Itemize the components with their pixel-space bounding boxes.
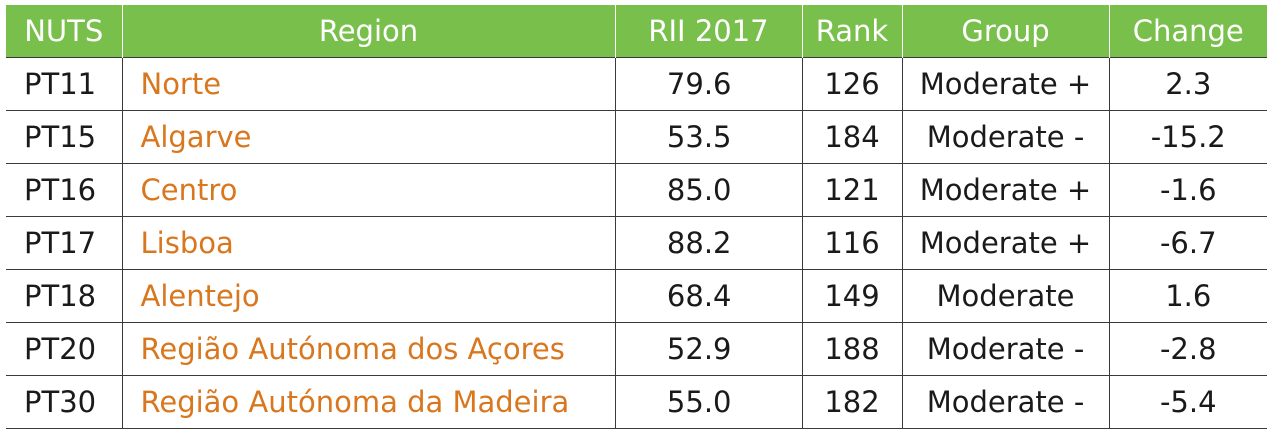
header-row: NUTS Region RII 2017 Rank Group Change bbox=[6, 5, 1267, 58]
cell-nuts: PT20 bbox=[6, 322, 123, 376]
cell-rank: 126 bbox=[802, 57, 903, 111]
cell-change: -15.2 bbox=[1109, 110, 1267, 164]
cell-region: Região Autónoma da Madeira bbox=[122, 375, 616, 429]
regional-innovation-table: NUTS Region RII 2017 Rank Group Change P… bbox=[6, 5, 1267, 429]
cell-change: 1.6 bbox=[1109, 269, 1267, 323]
cell-rii: 52.9 bbox=[615, 322, 803, 376]
cell-group: Moderate + bbox=[902, 57, 1110, 111]
cell-region: Centro bbox=[122, 163, 616, 217]
cell-group: Moderate + bbox=[902, 216, 1110, 270]
cell-rii: 79.6 bbox=[615, 57, 803, 111]
table-row: PT20 Região Autónoma dos Açores 52.9 188… bbox=[6, 322, 1267, 376]
table-row: PT15 Algarve 53.5 184 Moderate - -15.2 bbox=[6, 110, 1267, 164]
cell-rank: 116 bbox=[802, 216, 903, 270]
table-row: PT16 Centro 85.0 121 Moderate + -1.6 bbox=[6, 163, 1267, 217]
cell-group: Moderate + bbox=[902, 163, 1110, 217]
cell-group: Moderate - bbox=[902, 110, 1110, 164]
table-row: PT30 Região Autónoma da Madeira 55.0 182… bbox=[6, 375, 1267, 429]
cell-nuts: PT11 bbox=[6, 57, 123, 111]
cell-change: -1.6 bbox=[1109, 163, 1267, 217]
cell-nuts: PT18 bbox=[6, 269, 123, 323]
header-rii-2017: RII 2017 bbox=[615, 5, 803, 58]
cell-group: Moderate - bbox=[902, 375, 1110, 429]
cell-rii: 68.4 bbox=[615, 269, 803, 323]
header-change: Change bbox=[1109, 5, 1267, 58]
cell-change: -6.7 bbox=[1109, 216, 1267, 270]
cell-change: -5.4 bbox=[1109, 375, 1267, 429]
cell-group: Moderate - bbox=[902, 322, 1110, 376]
table-row: PT17 Lisboa 88.2 116 Moderate + -6.7 bbox=[6, 216, 1267, 270]
table-header: NUTS Region RII 2017 Rank Group Change bbox=[6, 5, 1267, 58]
cell-rank: 182 bbox=[802, 375, 903, 429]
table-row: PT18 Alentejo 68.4 149 Moderate 1.6 bbox=[6, 269, 1267, 323]
header-group: Group bbox=[902, 5, 1110, 58]
cell-group: Moderate bbox=[902, 269, 1110, 323]
cell-nuts: PT16 bbox=[6, 163, 123, 217]
table-body: PT11 Norte 79.6 126 Moderate + 2.3 PT15 … bbox=[6, 57, 1267, 429]
cell-region: Norte bbox=[122, 57, 616, 111]
cell-region: Algarve bbox=[122, 110, 616, 164]
header-rank: Rank bbox=[802, 5, 903, 58]
cell-rii: 85.0 bbox=[615, 163, 803, 217]
cell-region: Lisboa bbox=[122, 216, 616, 270]
cell-rank: 188 bbox=[802, 322, 903, 376]
cell-nuts: PT15 bbox=[6, 110, 123, 164]
cell-rank: 121 bbox=[802, 163, 903, 217]
cell-rii: 88.2 bbox=[615, 216, 803, 270]
cell-rii: 55.0 bbox=[615, 375, 803, 429]
header-region: Region bbox=[122, 5, 616, 58]
cell-rii: 53.5 bbox=[615, 110, 803, 164]
cell-region: Alentejo bbox=[122, 269, 616, 323]
table-row: PT11 Norte 79.6 126 Moderate + 2.3 bbox=[6, 57, 1267, 111]
header-nuts: NUTS bbox=[6, 5, 123, 58]
cell-region: Região Autónoma dos Açores bbox=[122, 322, 616, 376]
cell-change: -2.8 bbox=[1109, 322, 1267, 376]
cell-nuts: PT17 bbox=[6, 216, 123, 270]
cell-rank: 184 bbox=[802, 110, 903, 164]
cell-change: 2.3 bbox=[1109, 57, 1267, 111]
regional-innovation-table-container: NUTS Region RII 2017 Rank Group Change P… bbox=[6, 5, 1267, 429]
cell-rank: 149 bbox=[802, 269, 903, 323]
cell-nuts: PT30 bbox=[6, 375, 123, 429]
